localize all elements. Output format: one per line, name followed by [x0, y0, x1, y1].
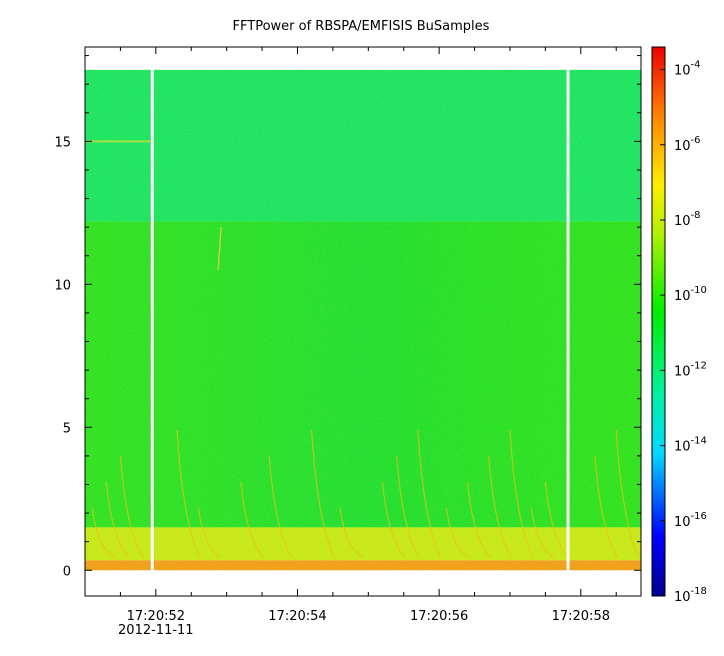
y-axis: 0 5 10 15: [54, 55, 641, 579]
streak: [105, 481, 130, 558]
streak: [91, 507, 116, 558]
streak: [339, 507, 363, 558]
diagonal-streak: [217, 227, 222, 271]
y-tick-label: 10: [54, 278, 71, 293]
colorbar-tick-label: 10-16: [674, 511, 707, 530]
streak: [417, 430, 442, 558]
y-tick-label: 0: [63, 564, 71, 579]
streak: [240, 481, 264, 558]
data-gap: [566, 69, 570, 571]
streak: [445, 507, 470, 558]
streak: [488, 455, 512, 558]
colorbar-tick-label: 10-6: [674, 135, 701, 154]
colorbar-tick-label: 10-12: [674, 360, 707, 379]
colorbar-tick-label: 10-14: [674, 436, 707, 455]
colorbar-tick-label: 10-4: [674, 60, 701, 79]
colorbar-gradient: [651, 46, 666, 597]
plot-area: [84, 46, 642, 597]
streak: [615, 430, 640, 558]
data-gap: [150, 69, 154, 571]
x-tick-label: 17:20:54: [268, 609, 326, 624]
x-tick-label: 17:20:58: [552, 609, 610, 624]
colorbar-tick-label: 10-18: [674, 586, 707, 605]
noise-texture: [85, 69, 641, 571]
x-tick-sublabel: 2012-11-11: [118, 623, 194, 638]
streak: [381, 481, 406, 558]
streak: [594, 455, 619, 558]
emission-streaks: [91, 430, 640, 558]
y-tick-label: 15: [54, 135, 71, 150]
colorbar-tick-label: 10-8: [674, 210, 701, 229]
streak: [311, 430, 335, 558]
y-tick-label: 5: [63, 421, 71, 436]
streak: [396, 455, 420, 558]
x-tick-label: 17:20:56: [410, 609, 468, 624]
streak: [197, 507, 222, 558]
chart-title: FFTPower of RBSPA/EMFISIS BuSamples: [233, 19, 490, 34]
colorbar: 10-4 10-6 10-8 10-10 10-12 10-14 10-16 10-18: [651, 46, 707, 605]
streak: [530, 507, 555, 558]
streak: [176, 430, 201, 558]
streak: [509, 430, 534, 558]
colorbar-tick-label: 10-10: [674, 285, 707, 304]
streak: [466, 481, 491, 558]
streak: [268, 455, 293, 558]
streak: [119, 455, 144, 558]
streak: [544, 481, 569, 558]
x-tick-label: 17:20:52: [127, 609, 185, 624]
plot-frame: [84, 46, 642, 597]
